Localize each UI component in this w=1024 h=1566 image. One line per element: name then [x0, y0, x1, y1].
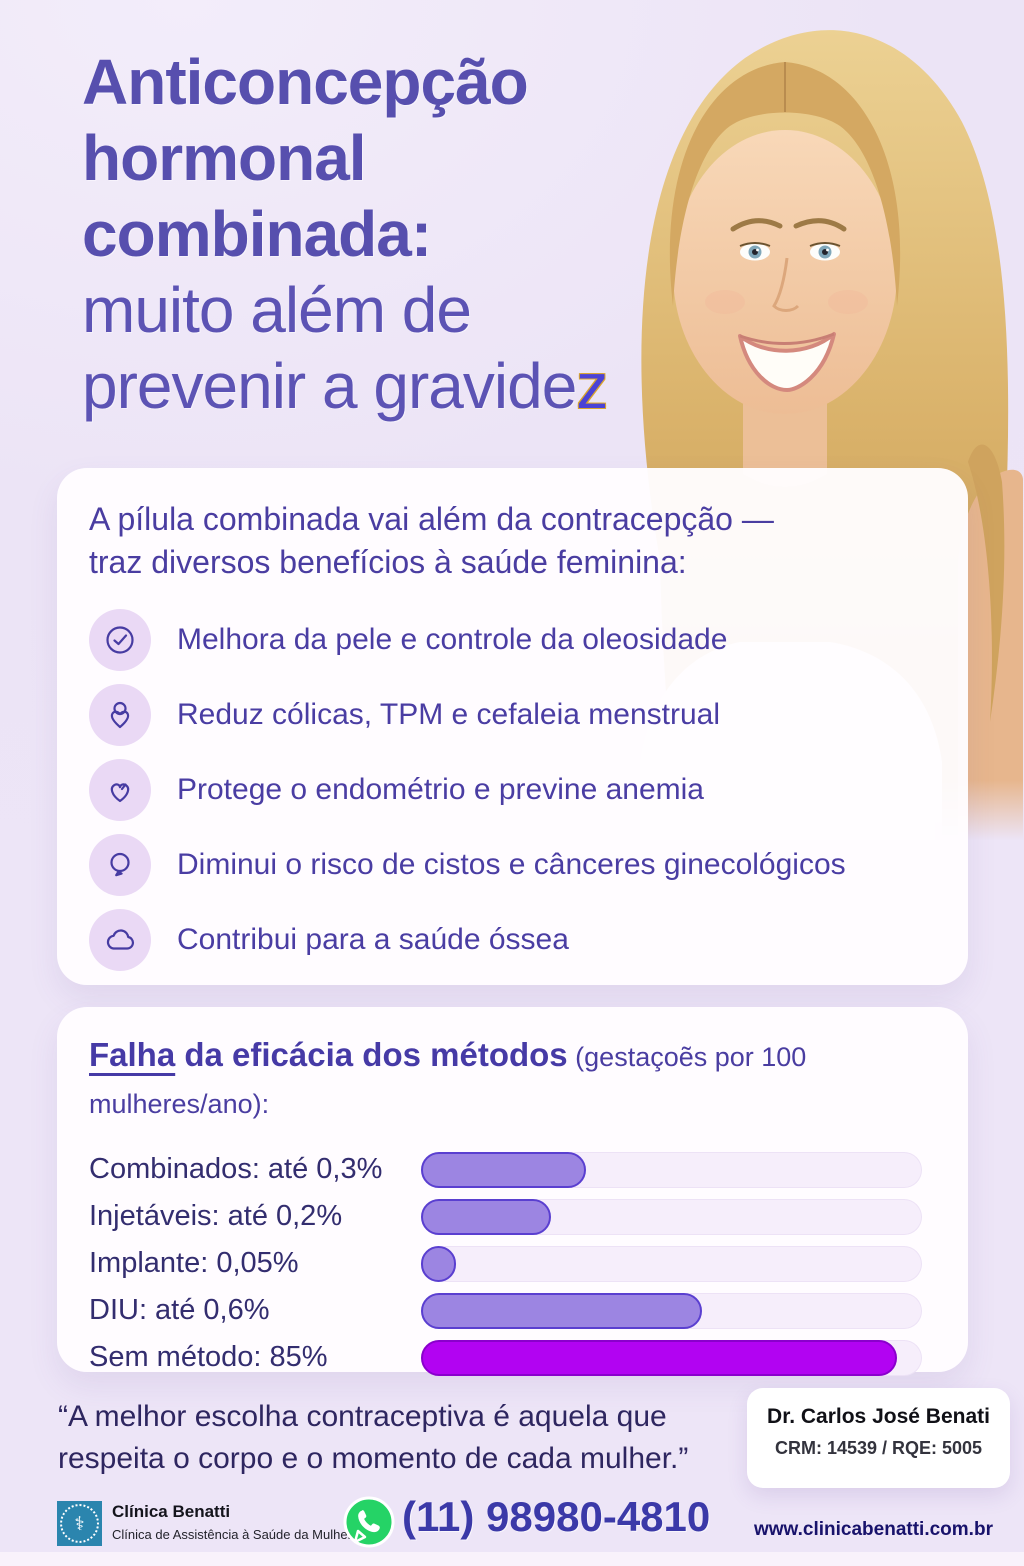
benefit-icon-badge — [89, 758, 151, 821]
headline-line: prevenir a gravidez — [82, 350, 608, 422]
nose — [772, 257, 800, 312]
website-url[interactable]: www.clinicabenatti.com.br — [754, 1519, 993, 1540]
chart-bar-track — [421, 1339, 922, 1376]
list-item: Contribui para a saúde óssea — [89, 902, 934, 977]
headline-line: muito além de — [82, 274, 472, 346]
chart-bar-track — [421, 1198, 922, 1235]
bottom-strip — [0, 1552, 1024, 1566]
bar-chart: Combinados: até 0,3% Injetáveis: até 0,2… — [89, 1146, 934, 1381]
heart-circle-icon — [110, 701, 130, 728]
list-item: Melhora da pele e controle da oleosidade — [89, 602, 934, 677]
clinic-tagline: Clínica de Assistência à Saúde da Mulher — [112, 1527, 352, 1542]
benefit-icon-badge — [89, 908, 151, 971]
doctor-name: Dr. Carlos José Benati — [767, 1405, 990, 1428]
chart-bar-fill — [421, 1292, 702, 1329]
doctor-quote: “A melhor escolha contraceptiva é aquela… — [58, 1400, 689, 1475]
chart-bar-track — [421, 1151, 922, 1188]
benefits-card: A pílula combinada vai além da contracep… — [57, 468, 968, 985]
list-item: Diminui o risco de cistos e cânceres gin… — [89, 827, 934, 902]
balloon-icon — [110, 852, 130, 876]
chart-row-label: DIU: até 0,6% — [89, 1294, 270, 1326]
chart-title: Falha da eficácia dos métodos (gestaçoẽs… — [89, 1036, 807, 1119]
chart-bar-track — [421, 1245, 922, 1282]
hair-front — [669, 62, 901, 306]
caduceus-icon: ⚕ — [60, 1504, 99, 1543]
doctor-credentials: CRM: 14539 / RQE: 5005 — [774, 1438, 983, 1458]
benefit-icon-badge — [89, 683, 151, 746]
heart-icon — [110, 782, 130, 802]
headline-line: Anticoncepção — [82, 46, 529, 118]
cloud-icon — [106, 928, 135, 950]
chart-bar-track — [421, 1292, 922, 1329]
chart-row: Implante: 0,05% — [89, 1240, 934, 1287]
shoulder-arm — [958, 469, 1023, 840]
footer: ⚕ Clínica Benatti Clínica de Assistência… — [0, 1490, 1024, 1566]
chart-row-label: Implante: 0,05% — [89, 1247, 299, 1279]
list-item: Reduz cólicas, TPM e cefaleia menstrual — [89, 677, 934, 752]
phone-number[interactable]: (11) 98980-4810 — [402, 1493, 711, 1540]
smile — [738, 332, 836, 392]
chart-title-note: (gestaçoẽs por 100 mulheres/ano): — [89, 1042, 807, 1119]
headline: Anticoncepção hormonal combinada: muito … — [82, 44, 608, 424]
chart-title-underlined: Falha — [89, 1036, 176, 1073]
face-check-icon — [106, 625, 134, 654]
benefit-text: Contribui para a saúde óssea — [177, 922, 569, 956]
headline-line: hormonal — [82, 122, 367, 194]
efficacy-chart-card: Falha da eficácia dos métodos (gestaçoẽs… — [57, 1007, 968, 1376]
chart-bar-fill — [421, 1339, 897, 1376]
list-item: Protege o endométrio e previne anemia — [89, 752, 934, 827]
headline-line: combinada: — [82, 198, 432, 270]
headline-accent-letter: z — [576, 350, 608, 422]
clinic-logo: ⚕ — [57, 1501, 102, 1546]
right-eyebrow — [793, 218, 847, 232]
chart-row-label: Injetáveis: até 0,2% — [89, 1200, 343, 1232]
whatsapp-icon[interactable] — [343, 1496, 395, 1548]
chart-row: Sem método: 85% — [89, 1334, 934, 1381]
benefit-icon-badge — [89, 608, 151, 671]
hair-strand — [968, 444, 1005, 722]
chart-bar-fill — [421, 1245, 457, 1282]
chart-row: Combinados: até 0,3% — [89, 1146, 934, 1193]
benefit-text: Diminui o risco de cistos e cânceres gin… — [177, 847, 846, 881]
benefits-intro: A pílula combinada vai além da contracep… — [89, 501, 774, 580]
chart-bar-fill — [421, 1151, 587, 1188]
benefit-text: Protege o endométrio e previne anemia — [177, 772, 704, 806]
left-eyebrow — [730, 218, 783, 232]
benefits-list: Melhora da pele e controle da oleosidade… — [89, 602, 934, 977]
benefit-icon-badge — [89, 833, 151, 896]
chart-row: Injetáveis: até 0,2% — [89, 1193, 934, 1240]
benefit-text: Reduz cólicas, TPM e cefaleia menstrual — [177, 697, 721, 731]
clinic-name: Clínica Benatti — [112, 1502, 231, 1521]
benefit-text: Melhora da pele e controle da oleosidade — [177, 622, 728, 656]
chart-row-label: Sem método: 85% — [89, 1341, 328, 1373]
chart-bar-fill — [421, 1198, 552, 1235]
chart-row: DIU: até 0,6% — [89, 1287, 934, 1334]
chart-row-label: Combinados: até 0,3% — [89, 1153, 383, 1185]
doctor-card: Dr. Carlos José Benati CRM: 14539 / RQE:… — [747, 1388, 1010, 1488]
